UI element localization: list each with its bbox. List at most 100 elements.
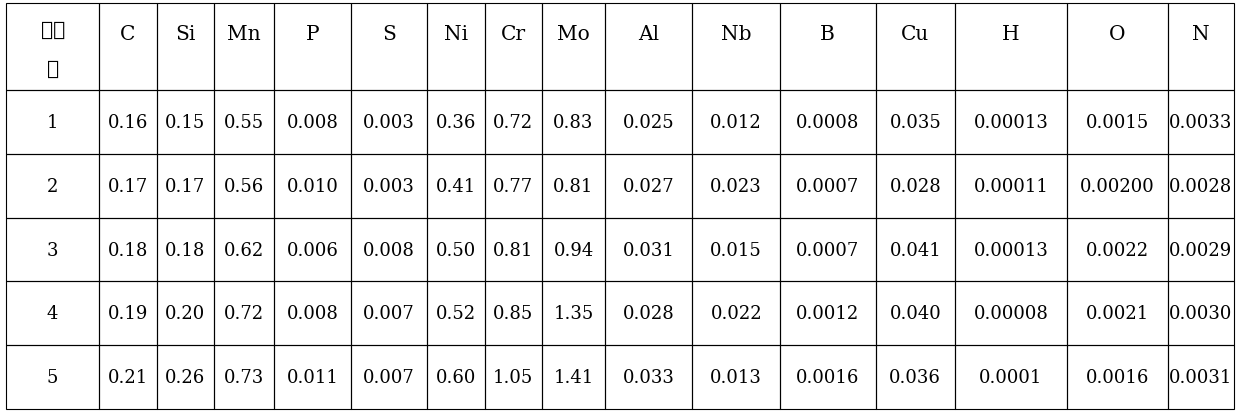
Bar [1068, 218, 1168, 282]
Text: 0.008: 0.008 [363, 241, 415, 259]
Text: Mn: Mn [227, 25, 260, 44]
Bar [875, 4, 955, 91]
Bar [274, 218, 351, 282]
Text: 0.023: 0.023 [711, 178, 763, 195]
Text: 5: 5 [47, 368, 58, 386]
Text: 0.36: 0.36 [435, 114, 476, 132]
Text: 3: 3 [47, 241, 58, 259]
Text: 0.00200: 0.00200 [1080, 178, 1154, 195]
Text: 0.85: 0.85 [494, 304, 533, 323]
Text: 0.18: 0.18 [165, 241, 206, 259]
Bar [605, 345, 692, 409]
Bar [6, 345, 99, 409]
Bar [780, 218, 875, 282]
Text: 0.007: 0.007 [363, 368, 415, 386]
Bar [542, 4, 605, 91]
Text: 0.15: 0.15 [165, 114, 206, 132]
Bar [351, 155, 428, 218]
Bar [875, 155, 955, 218]
Text: 0.031: 0.031 [622, 241, 675, 259]
Bar [605, 282, 692, 345]
Bar [780, 345, 875, 409]
Bar [428, 345, 485, 409]
Bar [1168, 4, 1234, 91]
Bar [955, 4, 1068, 91]
Text: 0.0031: 0.0031 [1169, 368, 1233, 386]
Bar [156, 4, 215, 91]
Bar [351, 4, 428, 91]
Text: 0.83: 0.83 [553, 114, 594, 132]
Bar [351, 345, 428, 409]
Bar [485, 4, 542, 91]
Text: 0.036: 0.036 [889, 368, 941, 386]
Bar [780, 91, 875, 155]
Bar [156, 282, 215, 345]
Text: 0.028: 0.028 [622, 304, 675, 323]
Text: Mo: Mo [557, 25, 590, 44]
Bar [1168, 345, 1234, 409]
Text: 0.00013: 0.00013 [973, 114, 1048, 132]
Bar [156, 91, 215, 155]
Text: 0.56: 0.56 [224, 178, 264, 195]
Bar [955, 91, 1068, 155]
Bar [780, 282, 875, 345]
Bar [1168, 155, 1234, 218]
Bar [1068, 155, 1168, 218]
Text: 0.0030: 0.0030 [1169, 304, 1233, 323]
Text: 1.41: 1.41 [553, 368, 594, 386]
Bar [6, 218, 99, 282]
Text: 例: 例 [47, 60, 58, 79]
Bar [156, 345, 215, 409]
Bar [274, 282, 351, 345]
Text: 0.008: 0.008 [286, 304, 339, 323]
Bar [99, 91, 156, 155]
Text: O: O [1110, 25, 1126, 44]
Text: 0.010: 0.010 [286, 178, 339, 195]
Bar [428, 4, 485, 91]
Bar [692, 4, 780, 91]
Text: 0.003: 0.003 [363, 114, 415, 132]
Bar [875, 218, 955, 282]
Bar [274, 155, 351, 218]
Text: 0.62: 0.62 [224, 241, 264, 259]
Text: 0.17: 0.17 [108, 178, 148, 195]
Text: 0.26: 0.26 [165, 368, 206, 386]
Bar [99, 282, 156, 345]
Bar [99, 345, 156, 409]
Bar [6, 155, 99, 218]
Text: 0.21: 0.21 [108, 368, 148, 386]
Text: 0.0028: 0.0028 [1169, 178, 1233, 195]
Text: 0.006: 0.006 [286, 241, 339, 259]
Bar [6, 282, 99, 345]
Bar [215, 155, 274, 218]
Text: 0.011: 0.011 [286, 368, 339, 386]
Bar [99, 218, 156, 282]
Text: 4: 4 [47, 304, 58, 323]
Text: 0.0016: 0.0016 [796, 368, 859, 386]
Text: 0.20: 0.20 [165, 304, 206, 323]
Bar [351, 218, 428, 282]
Text: 0.040: 0.040 [889, 304, 941, 323]
Text: 0.022: 0.022 [711, 304, 763, 323]
Text: Nb: Nb [720, 25, 751, 44]
Bar [215, 282, 274, 345]
Bar [605, 218, 692, 282]
Bar [692, 91, 780, 155]
Text: 0.003: 0.003 [363, 178, 415, 195]
Bar [692, 345, 780, 409]
Text: P: P [305, 25, 319, 44]
Bar [428, 218, 485, 282]
Bar [1168, 91, 1234, 155]
Text: 1: 1 [47, 114, 58, 132]
Text: Ni: Ni [444, 25, 467, 44]
Bar [99, 4, 156, 91]
Bar [428, 91, 485, 155]
Bar [215, 91, 274, 155]
Bar [99, 155, 156, 218]
Text: 0.94: 0.94 [553, 241, 594, 259]
Text: 0.0007: 0.0007 [796, 241, 859, 259]
Bar [605, 91, 692, 155]
Bar [542, 345, 605, 409]
Bar [1068, 282, 1168, 345]
Text: 0.027: 0.027 [622, 178, 675, 195]
